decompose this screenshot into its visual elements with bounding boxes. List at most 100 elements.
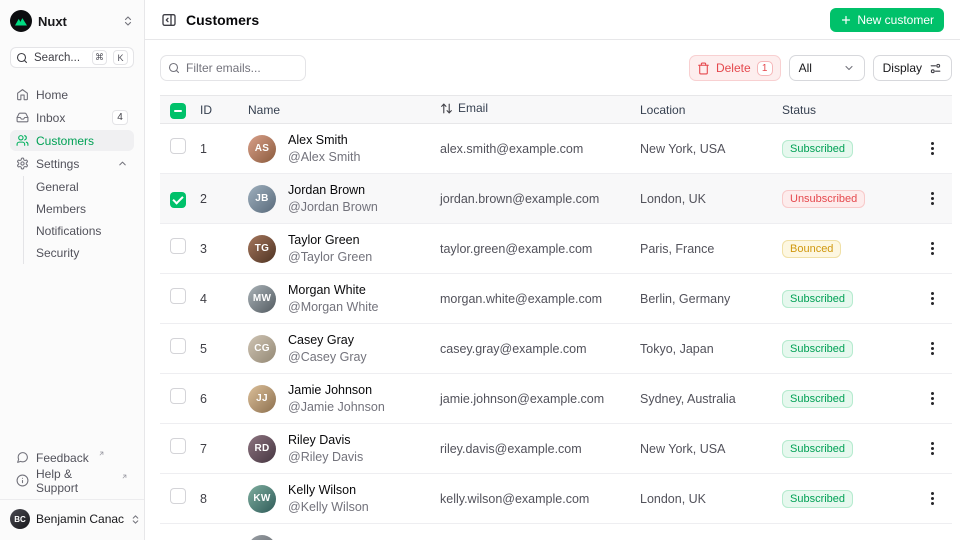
filter-emails-input[interactable] [186,61,298,75]
row-actions-button[interactable] [920,387,944,411]
table-row[interactable]: 3 TG Taylor Green @Taylor Green taylor.gre… [160,223,952,274]
delete-button[interactable]: Delete 1 [688,55,781,81]
column-header-email-sort[interactable]: Email [440,101,488,115]
customer-avatar [248,535,276,540]
customer-avatar: AS [248,134,276,163]
customer-avatar: TG [248,234,276,263]
row-checkbox[interactable] [170,438,186,454]
row-checkbox[interactable] [170,138,186,154]
status-badge: Subscribed [782,140,854,158]
user-menu[interactable]: BC Benjamin Canac [10,508,139,530]
column-header-id: ID [200,95,248,124]
table-toolbar: Delete 1 All Display [160,55,952,81]
sidebar-divider [0,499,144,500]
sidebar-item-members[interactable]: Members [36,202,87,216]
customer-handle: @Riley Davis [288,449,364,464]
row-checkbox[interactable] [170,288,186,304]
customer-location: Sydney, Australia [640,373,782,424]
row-checkbox[interactable] [170,192,186,208]
table-header-row: ID Name Email Location Status [160,95,952,124]
customers-table: ID Name Email Location Status [160,95,952,524]
workspace-name: Nuxt [38,13,67,29]
table-row[interactable]: 1 AS Alex Smith @Alex Smith alex.smith@exa… [160,123,952,174]
inbox-count-badge: 4 [112,110,128,125]
kbd-cmd: ⌘ [92,50,107,65]
customer-avatar: RD [248,434,276,463]
chevron-up-icon [117,158,128,169]
customer-location: London, UK [640,173,782,224]
customer-email: kelly.wilson@example.com [440,473,640,524]
kebab-icon [930,347,934,350]
status-filter-select[interactable]: All [788,55,865,81]
customers-content: Delete 1 All Display [145,40,960,540]
row-checkbox[interactable] [170,238,186,254]
sidebar-item-settings[interactable]: Settings [10,153,134,174]
status-badge: Unsubscribed [782,190,866,208]
inbox-icon [16,111,29,124]
customer-name: Jamie Johnson [288,383,373,398]
row-actions-button[interactable] [920,487,944,511]
row-checkbox[interactable] [170,388,186,404]
user-name: Benjamin Canac [36,512,125,526]
sidebar-item-customers[interactable]: Customers [10,130,134,151]
sidebar-spacer [10,264,134,447]
users-icon [16,134,29,147]
column-header-status: Status [782,95,912,124]
row-actions-button[interactable] [920,337,944,361]
customer-handle: @Taylor Green [288,249,373,264]
chevrons-up-down-icon [130,514,141,525]
delete-count-badge: 1 [756,60,773,76]
row-actions-button[interactable] [920,437,944,461]
kebab-icon [930,397,934,400]
table-row[interactable]: 6 JJ Jamie Johnson @Jamie Johnson jamie.jo… [160,373,952,424]
nuxt-logo-icon [10,10,32,32]
search-input[interactable]: Search... ⌘ K [10,47,134,68]
sidebar-item-inbox[interactable]: Inbox 4 [10,107,134,128]
table-row[interactable]: 8 KW Kelly Wilson @Kelly Wilson kelly.wils… [160,473,952,524]
table-row[interactable]: 7 RD Riley Davis @Riley Davis riley.davis@… [160,423,952,474]
sidebar-item-label: Inbox [36,110,66,125]
sidebar-item-label: Customers [36,133,95,148]
table-row[interactable]: 2 JB Jordan Brown @Jordan Brown jordan.bro… [160,173,952,224]
chevron-down-icon [843,62,855,74]
row-actions-button[interactable] [920,137,944,161]
sidebar-item-home[interactable]: Home [10,84,134,105]
row-checkbox[interactable] [170,338,186,354]
customer-location: Paris, France [640,223,782,274]
customer-name: Alex Smith [288,133,348,148]
new-customer-label: New customer [857,12,934,27]
sidebar-item-notifications[interactable]: Notifications [36,224,102,238]
display-button[interactable]: Display [872,55,952,81]
row-id: 2 [200,173,248,224]
row-actions-button[interactable] [920,187,944,211]
select-all-checkbox[interactable] [170,102,186,119]
main-area: Customers New customer [145,0,960,540]
sidebar-item-general[interactable]: General [36,180,79,194]
customer-name: Taylor Green [288,233,360,248]
filter-emails-field [160,55,306,81]
table-row[interactable]: 5 CG Casey Gray @Casey Gray casey.gray@exa… [160,323,952,374]
new-customer-button[interactable]: New customer [830,7,944,32]
row-id: 6 [200,373,248,424]
workspace-switcher[interactable]: Nuxt [10,10,134,32]
sidebar-item-help-support[interactable]: Help & Support [10,467,134,495]
sidebar-item-feedback[interactable]: Feedback [10,447,134,468]
collapse-sidebar-icon[interactable] [161,12,177,28]
customer-handle: @Morgan White [288,299,379,314]
customer-avatar: JJ [248,384,276,413]
row-checkbox[interactable] [170,488,186,504]
row-actions-button[interactable] [920,287,944,311]
plus-icon [840,14,852,26]
customer-handle: @Alex Smith [288,149,361,164]
customer-avatar: KW [248,484,276,513]
row-actions-button[interactable] [920,237,944,261]
row-id: 7 [200,423,248,474]
sidebar-item-security[interactable]: Security [36,246,80,260]
page-header: Customers New customer [145,0,960,40]
table-row[interactable]: 4 MW Morgan White @Morgan White morgan.whi… [160,273,952,324]
kebab-icon [930,497,934,500]
sidebar-item-label: Feedback [36,450,89,465]
user-avatar: BC [10,509,30,529]
customer-handle: @Jamie Johnson [288,399,385,414]
